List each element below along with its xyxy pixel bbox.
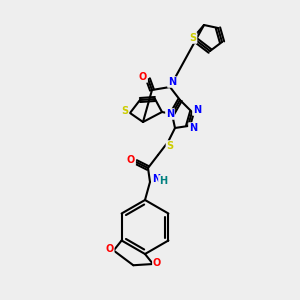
Text: S: S: [122, 106, 129, 116]
Text: N: N: [166, 109, 174, 119]
Text: N: N: [189, 123, 197, 133]
Text: S: S: [189, 33, 197, 43]
Text: O: O: [153, 258, 161, 268]
Text: H: H: [159, 176, 167, 186]
Text: S: S: [167, 141, 174, 151]
Text: O: O: [127, 155, 135, 165]
Text: N: N: [168, 77, 176, 87]
Text: O: O: [106, 244, 114, 254]
Text: O: O: [139, 72, 147, 82]
Text: N: N: [193, 105, 201, 115]
Text: N: N: [152, 174, 160, 184]
